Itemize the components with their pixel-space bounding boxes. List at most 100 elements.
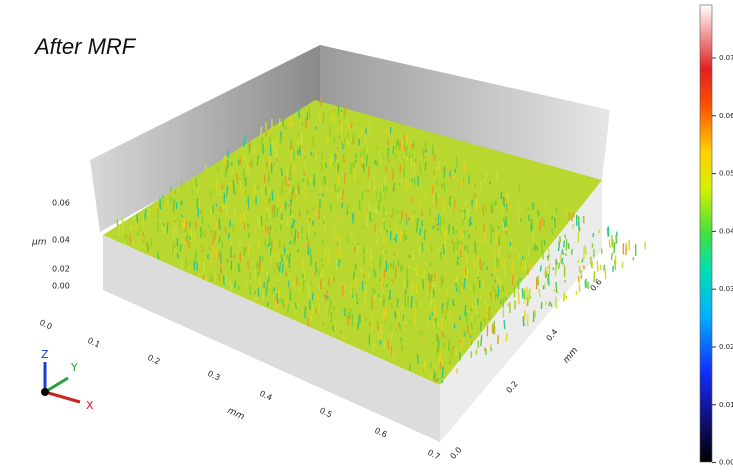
surface-spike <box>345 285 346 290</box>
surface-spike <box>487 306 488 308</box>
x-tick-label: 0.6 <box>373 426 388 440</box>
surface-spike <box>230 280 231 291</box>
surface-spike <box>186 236 187 239</box>
surface-spike <box>196 221 197 228</box>
surface-spike <box>265 240 266 249</box>
surface-spike <box>219 219 220 230</box>
surface-spike <box>416 284 417 294</box>
surface-spike <box>222 185 223 190</box>
surface-spike <box>444 167 445 178</box>
surface-spike <box>307 233 308 240</box>
surface-spike <box>498 260 499 265</box>
surface-spike <box>194 261 195 270</box>
surface-spike <box>566 208 567 215</box>
surface-spike <box>562 258 563 264</box>
surface-spike <box>438 161 439 172</box>
surface-spike <box>305 306 306 318</box>
surface-spike <box>298 133 299 137</box>
triad-z-label: Z <box>41 348 49 361</box>
surface-spike <box>446 231 447 239</box>
surface-spike <box>433 226 434 229</box>
colorbar-tick-label: 0.00 <box>719 459 733 467</box>
surface-spike <box>303 280 304 291</box>
surface-spike <box>506 333 507 341</box>
surface-spike <box>289 257 290 268</box>
surface-spike <box>245 153 246 164</box>
surface-spike <box>616 235 617 244</box>
surface-spike <box>382 183 383 195</box>
surface-spike <box>299 109 300 119</box>
surface-spike <box>435 184 436 186</box>
surface-spike <box>411 158 412 168</box>
triad-x <box>45 392 80 402</box>
surface-spike <box>605 269 606 279</box>
surface-spike <box>309 225 310 234</box>
surface-spike <box>409 152 410 158</box>
surface-spike <box>426 150 427 153</box>
surface-spike <box>338 112 339 116</box>
surface-spike <box>184 218 185 229</box>
surface-spike <box>305 155 306 160</box>
surface-spike <box>378 321 379 331</box>
surface-spike <box>407 280 408 288</box>
surface-spike <box>365 213 366 217</box>
surface-spike <box>524 301 525 303</box>
surface-spike <box>248 245 249 256</box>
surface-spike <box>258 288 259 296</box>
surface-spike <box>330 318 331 321</box>
surface-spike <box>435 273 436 281</box>
surface-spike <box>424 229 425 240</box>
surface-spike <box>326 290 327 300</box>
surface-spike <box>367 246 368 254</box>
surface-spike <box>350 308 351 320</box>
surface-spike <box>471 319 472 322</box>
surface-spike <box>267 272 268 278</box>
surface-spike <box>138 230 139 236</box>
surface-spike <box>204 262 205 271</box>
surface-spike <box>370 212 371 222</box>
surface-spike <box>397 292 398 294</box>
surface-spike <box>405 289 406 294</box>
surface-spike <box>403 232 404 239</box>
surface-spike <box>240 181 241 187</box>
surface-spike <box>579 221 580 232</box>
surface-spike <box>209 218 210 222</box>
y-tick-label: 0.4 <box>545 327 560 343</box>
surface-spike <box>467 199 468 202</box>
surface-spike <box>258 216 259 225</box>
colorbar-tick-label: 0.04 <box>719 227 733 235</box>
surface-spike <box>227 259 228 262</box>
surface-spike <box>274 267 275 273</box>
surface-spike <box>131 226 132 230</box>
surface-spike <box>425 366 426 373</box>
surface-spike <box>142 245 143 249</box>
surface-spike <box>182 215 183 218</box>
surface-spike <box>493 250 494 258</box>
surface-spike <box>291 138 292 149</box>
surface-spike <box>312 304 313 315</box>
surface-spike <box>343 335 344 339</box>
surface-spike <box>498 226 499 229</box>
surface-spike <box>186 221 187 231</box>
surface-spike <box>354 271 355 279</box>
surface-spike <box>439 359 440 365</box>
surface-spike <box>573 224 574 229</box>
surface-spike <box>453 299 454 306</box>
surface-spike <box>288 304 289 312</box>
surface-spike <box>483 280 484 288</box>
surface-spike <box>248 224 249 227</box>
surface-spike <box>611 253 612 260</box>
surface-spike <box>307 284 308 286</box>
surface-spike <box>417 354 418 364</box>
surface-spike <box>295 195 296 197</box>
surface-spike <box>392 279 393 282</box>
surface-spike <box>224 276 225 286</box>
surface-spike <box>203 275 204 279</box>
surface-spike <box>267 302 268 306</box>
surface-spike <box>554 289 555 292</box>
surface-spike <box>238 285 239 290</box>
surface-spike <box>273 139 274 151</box>
colorbar <box>700 5 712 462</box>
surface-spike <box>299 149 300 153</box>
surface-spike <box>434 289 435 297</box>
